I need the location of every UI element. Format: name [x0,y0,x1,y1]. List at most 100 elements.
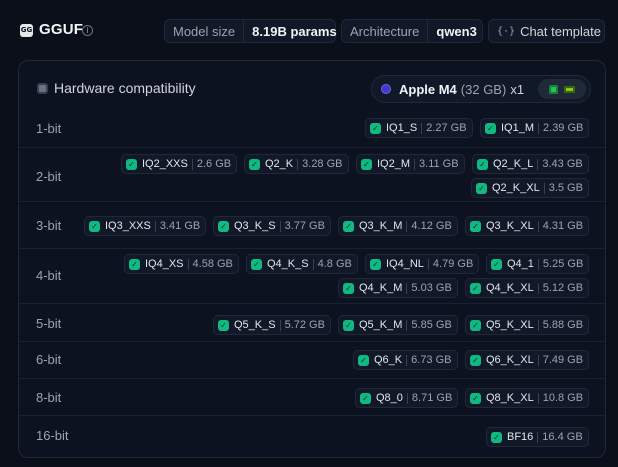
bit-row: 6-bit ✓ Q6_K 6.73 GB ✓ Q6_K_XL 7.49 GB [19,341,605,378]
quant-size: 5.03 GB [411,282,452,294]
quant-size: 3.43 GB [542,158,583,170]
quant-chip[interactable]: ✓ IQ2_M 3.11 GB [356,154,465,174]
quant-name: BF16 [507,431,534,443]
chip-divider [537,431,539,443]
quant-name: IQ3_XXS [105,220,151,232]
quant-size: 2.6 GB [196,158,232,170]
check-icon: ✓ [485,122,496,134]
chip-divider [191,158,193,170]
gguf-header: GG GGUF i Model size 8.19B params Archit… [0,0,618,60]
quant-chip[interactable]: ✓ IQ4_NL 4.79 GB [365,254,480,274]
quant-size: 4.58 GB [192,258,233,270]
nvidia-icon [564,85,575,93]
quant-size: 5.88 GB [542,319,584,331]
check-icon: ✓ [361,158,372,170]
quant-chip[interactable]: ✓ Q4_K_M 5.03 GB [338,278,458,298]
quant-chip[interactable]: ✓ Q4_K_XL 5.12 GB [465,278,590,298]
check-icon: ✓ [477,158,488,170]
quant-size: 3.11 GB [419,158,459,170]
check-icon: ✓ [343,282,354,294]
quant-chip[interactable]: ✓ Q6_K 6.73 GB [353,350,458,370]
quant-name: Q8_K_XL [486,392,534,404]
gguf-logo-icon: GG [20,24,33,37]
quant-chip[interactable]: ✓ IQ1_M 2.39 GB [480,118,590,138]
quant-size: 4.31 GB [542,220,584,232]
quant-chip[interactable]: ✓ Q6_K_XL 7.49 GB [465,350,590,370]
quant-size: 2.39 GB [543,122,584,134]
chip-divider [537,319,539,331]
chat-template-label: Chat template [520,23,601,39]
quant-chip[interactable]: ✓ IQ1_S 2.27 GB [365,118,473,138]
quant-name: IQ4_NL [386,258,424,270]
bit-row: 4-bit ✓ IQ4_XS 4.58 GB ✓ Q4_K_S 4.8 GB ✓ IQ4_NL 4… [19,248,605,303]
quant-chip[interactable]: ✓ IQ3_XXS 3.41 GB [84,216,207,236]
bit-label: 16-bit [36,428,69,443]
quant-name: Q6_K [374,354,403,366]
quant-size: 4.12 GB [411,220,452,232]
quant-size: 2.27 GB [426,122,467,134]
quant-name: Q2_K_L [493,158,534,170]
check-icon: ✓ [491,431,502,443]
check-icon: ✓ [218,220,229,232]
quant-chip[interactable]: ✓ IQ4_XS 4.58 GB [124,254,239,274]
quant-name: IQ1_S [386,122,418,134]
quant-chip[interactable]: ✓ Q4_K_S 4.8 GB [246,254,358,274]
chip-divider [414,158,416,170]
quant-size: 5.72 GB [284,319,325,331]
quant-name: Q5_K_S [234,319,276,331]
quant-chip[interactable]: ✓ BF16 16.4 GB [486,427,589,447]
chip-divider [537,220,539,232]
chip-divider [427,258,429,270]
quant-chip[interactable]: ✓ Q4_1 5.25 GB [486,254,590,274]
quant-chip[interactable]: ✓ Q8_0 8.71 GB [355,388,459,408]
quant-chip[interactable]: ✓ IQ2_XXS 2.6 GB [121,154,238,174]
quant-name: Q4_K_M [359,282,403,294]
info-icon[interactable]: i [82,25,93,36]
chip-divider [537,158,539,170]
hardware-device: Apple M4 [399,81,457,97]
gpu-chip-icon [549,84,558,94]
quant-size: 3.77 GB [284,220,325,232]
quant-chip[interactable]: ✓ Q8_K_XL 10.8 GB [465,388,590,408]
quant-chip[interactable]: ✓ Q3_K_M 4.12 GB [338,216,458,236]
quant-size: 3.5 GB [548,182,583,194]
chip-divider [406,220,408,232]
bit-row: 8-bit ✓ Q8_0 8.71 GB ✓ Q8_K_XL 10.8 GB [19,378,605,415]
hardware-count: x1 [510,81,525,97]
chat-template-button[interactable]: {·} Chat template [488,19,605,43]
check-icon: ✓ [129,258,140,270]
chip-icon [37,83,48,94]
quant-name: Q8_0 [376,392,403,404]
quant-chip[interactable]: ✓ Q5_K_M 5.85 GB [338,315,458,335]
bit-label: 4-bit [36,268,62,283]
bit-label: 6-bit [36,352,62,367]
chip-divider [406,392,408,404]
chip-divider [537,392,539,404]
quant-name: Q2_K_XL [492,182,540,194]
quant-name: Q5_K_XL [486,319,534,331]
hardware-options[interactable] [538,79,586,99]
quant-name: Q4_K_XL [486,282,534,294]
check-icon: ✓ [218,319,229,331]
quant-chip[interactable]: ✓ Q3_K_S 3.77 GB [213,216,331,236]
quant-chip[interactable]: ✓ Q3_K_XL 4.31 GB [465,216,590,236]
quant-chip[interactable]: ✓ Q5_K_S 5.72 GB [213,315,331,335]
check-icon: ✓ [491,258,502,270]
bit-row: 1-bit ✓ IQ1_S 2.27 GB ✓ IQ1_M 2.39 GB [19,111,605,147]
bit-label: 5-bit [36,316,62,331]
check-icon: ✓ [476,182,487,194]
chip-divider [406,354,408,366]
hardware-compatibility-panel: Hardware compatibility Apple M4 (32 GB) … [18,60,606,458]
quant-name: Q4_1 [507,258,534,270]
quant-chip[interactable]: ✓ Q2_K 3.28 GB [244,154,349,174]
quant-size: 5.12 GB [542,282,584,294]
quant-size: 4.8 GB [317,258,352,270]
apple-icon [382,85,390,93]
quant-chip[interactable]: ✓ Q5_K_XL 5.88 GB [465,315,590,335]
chip-divider [406,319,408,331]
architecture-label: Architecture [350,23,420,39]
hardware-selector[interactable]: Apple M4 (32 GB) x1 [371,75,591,103]
quant-chip[interactable]: ✓ Q2_K_XL 3.5 GB [471,178,589,198]
quant-chip[interactable]: ✓ Q2_K_L 3.43 GB [472,154,589,174]
quant-size: 5.25 GB [542,258,584,270]
